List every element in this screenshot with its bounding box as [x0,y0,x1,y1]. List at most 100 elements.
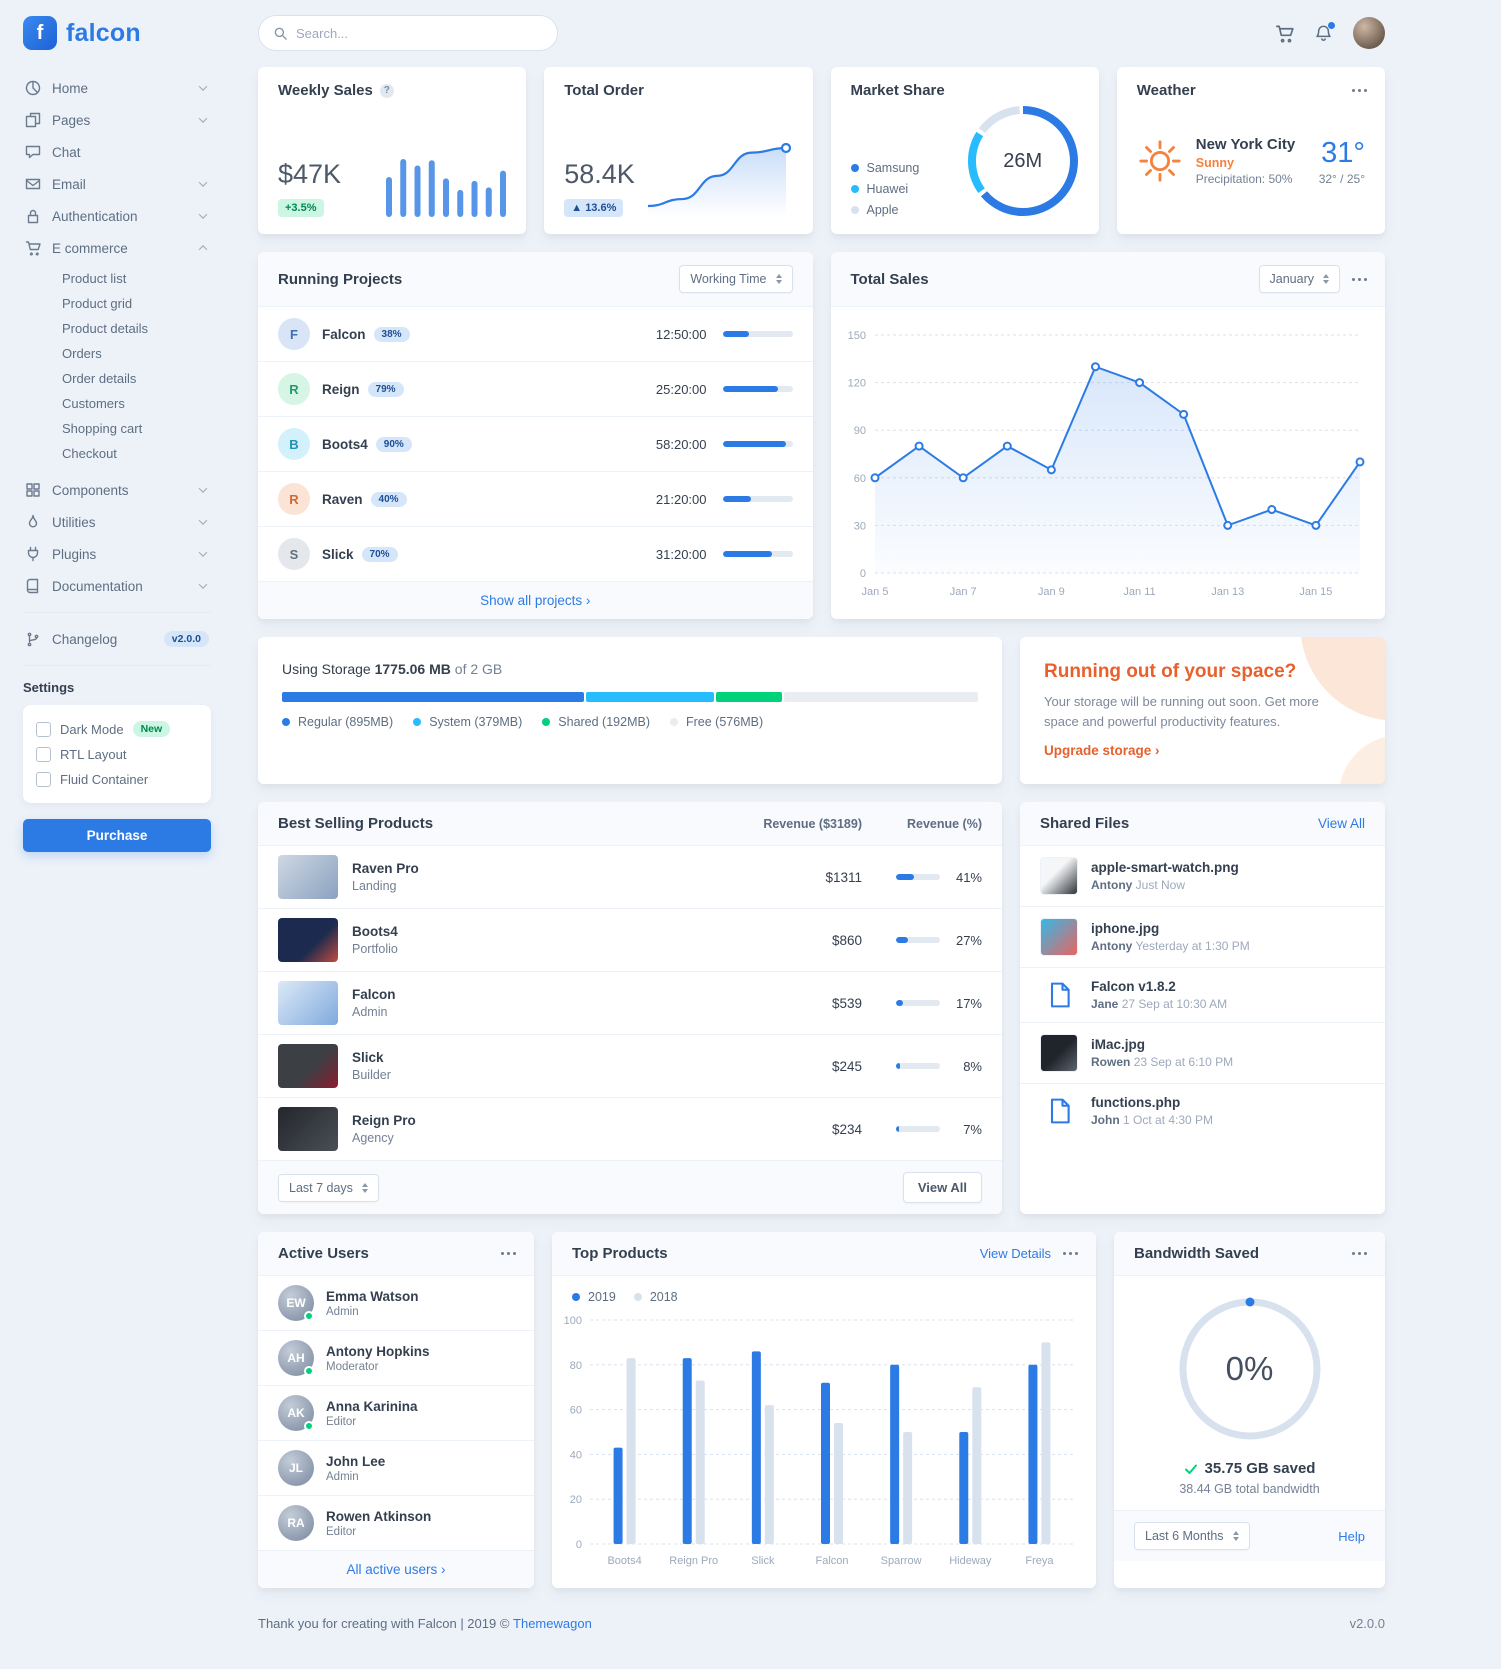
project-row[interactable]: R Raven 40% 21:20:00 [258,471,813,526]
user-name[interactable]: Antony Hopkins [326,1343,430,1359]
sidebar-item[interactable]: Plugins [23,538,211,570]
product-category[interactable]: Builder [352,1068,391,1082]
project-row[interactable]: B Boots4 90% 58:20:00 [258,416,813,471]
product-row[interactable]: Falcon Admin $539 17% [258,971,1002,1034]
product-row[interactable]: Slick Builder $245 8% [258,1034,1002,1097]
project-name[interactable]: Boots4 [322,436,368,452]
all-active-users-link[interactable]: All active users › [346,1562,446,1577]
sidebar-subitem[interactable]: Order details [62,371,137,386]
ellipsis-icon[interactable] [1358,89,1361,92]
months-select[interactable]: Last 6 Months [1134,1522,1250,1550]
product-name[interactable]: Reign Pro [352,1113,416,1128]
product-name[interactable]: Slick [352,1050,384,1065]
user-row[interactable]: EW Emma Watson Admin [258,1276,534,1330]
show-all-projects-link[interactable]: Show all projects › [480,593,591,608]
checkbox[interactable] [36,721,51,737]
user-name[interactable]: John Lee [326,1453,386,1469]
sidebar-item[interactable]: Pages [23,104,211,136]
sidebar-subitem[interactable]: Product list [62,271,127,286]
file-row[interactable]: functions.php John 1 Oct at 4:30 PM [1020,1083,1385,1138]
product-category[interactable]: Agency [352,1131,394,1145]
brand-logo[interactable]: f falcon [23,16,211,50]
sidebar-subitem[interactable]: Product grid [62,296,133,311]
product-row[interactable]: Reign Pro Agency $234 7% [258,1097,1002,1160]
project-name[interactable]: Slick [322,546,354,562]
view-all-link[interactable]: View All [1317,816,1365,831]
project-row[interactable]: S Slick 70% 31:20:00 [258,526,813,581]
legend-item[interactable]: 2019 [572,1290,616,1304]
checkbox[interactable] [36,747,51,762]
help-link[interactable]: Help [1338,1528,1365,1544]
info-icon[interactable]: ? [379,83,394,98]
project-row[interactable]: R Reign 79% 25:20:00 [258,361,813,416]
user-name[interactable]: Anna Karinina [326,1398,418,1414]
project-name[interactable]: Raven [322,491,363,507]
sidebar-subitem[interactable]: Product details [62,321,148,336]
file-row[interactable]: apple-smart-watch.png Antony Just Now [1020,846,1385,906]
upgrade-storage-link[interactable]: Upgrade storage › [1044,743,1160,758]
file-name[interactable]: apple-smart-watch.png [1091,860,1239,875]
working-time-select[interactable]: Working Time [679,265,793,293]
sidebar-item[interactable]: Components [23,474,211,506]
checkbox[interactable] [36,772,51,787]
sidebar-item[interactable]: Authentication [23,200,211,232]
sidebar-subitem[interactable]: Shopping cart [62,421,143,436]
product-name[interactable]: Raven Pro [352,861,419,876]
ellipsis-icon[interactable] [1069,1252,1072,1255]
product-name[interactable]: Boots4 [352,924,398,939]
sidebar-item[interactable]: Chat [23,136,211,168]
settings-option[interactable]: RTL Layout [36,742,198,767]
ellipsis-icon[interactable] [1358,1252,1361,1255]
file-name[interactable]: functions.php [1091,1095,1181,1110]
sidebar-item[interactable]: Utilities [23,506,211,538]
ellipsis-icon[interactable] [1358,277,1361,281]
user-row[interactable]: AH Antony Hopkins Moderator [258,1330,534,1385]
product-row[interactable]: Raven Pro Landing $1311 41% [258,846,1002,908]
legend-item[interactable]: 2018 [633,1290,678,1304]
product-category[interactable]: Admin [352,1005,388,1019]
sidebar-item[interactable]: Documentation [23,570,211,602]
user-row[interactable]: JL John Lee Admin [258,1440,534,1495]
file-row[interactable]: Falcon v1.8.2 Jane 27 Sep at 10:30 AM [1020,967,1385,1022]
product-category[interactable]: Portfolio [352,942,398,956]
product-name[interactable]: Falcon [352,987,396,1002]
month-select[interactable]: January [1258,265,1340,293]
user-row[interactable]: AK Anna Karinina Editor [258,1385,534,1440]
file-name[interactable]: Falcon v1.8.2 [1091,979,1176,994]
search-input[interactable] [296,25,543,41]
settings-option-label: Fluid Container [60,772,149,787]
period-select[interactable]: Last 7 days [278,1173,379,1202]
svg-text:Freya: Freya [1025,1555,1054,1567]
user-name[interactable]: Rowen Atkinson [326,1508,432,1524]
sidebar-subitem[interactable]: Customers [62,396,125,411]
project-name[interactable]: Reign [322,381,360,397]
settings-option[interactable]: Dark Mode New [36,716,198,742]
user-avatar[interactable] [1353,17,1385,49]
ellipsis-icon[interactable] [507,1252,510,1255]
search-box[interactable] [258,15,558,51]
themewagon-link[interactable]: Themewagon [513,1616,592,1631]
sidebar-item[interactable]: Home [23,72,211,104]
sidebar-subitem[interactable]: Orders [62,346,102,361]
sidebar-item-changelog[interactable]: Changelog v2.0.0 [23,623,211,655]
cart-icon[interactable] [1275,24,1294,43]
file-name[interactable]: iphone.jpg [1091,921,1160,936]
product-row[interactable]: Boots4 Portfolio $860 27% [258,908,1002,971]
project-name[interactable]: Falcon [322,326,366,342]
sidebar-subitem[interactable]: Checkout [62,446,117,461]
sidebar-item[interactable]: E commerce [23,232,211,264]
purchase-button[interactable]: Purchase [23,819,211,852]
project-row[interactable]: F Falcon 38% 12:50:00 [258,307,813,361]
product-category[interactable]: Landing [352,879,397,893]
sidebar-item[interactable]: Email [23,168,211,200]
bell-icon[interactable] [1314,21,1335,43]
view-all-button[interactable]: View All [902,1172,982,1203]
view-details-link[interactable]: View Details [979,1246,1051,1261]
user-row[interactable]: RA Rowen Atkinson Editor [258,1495,534,1550]
file-row[interactable]: iphone.jpg Antony Yesterday at 1:30 PM [1020,906,1385,967]
file-name[interactable]: iMac.jpg [1091,1037,1146,1052]
user-name[interactable]: Emma Watson [326,1288,419,1304]
file-row[interactable]: iMac.jpg Rowen 23 Sep at 6:10 PM [1020,1022,1385,1083]
chevron-icon [198,484,208,493]
settings-option[interactable]: Fluid Container [36,767,198,792]
